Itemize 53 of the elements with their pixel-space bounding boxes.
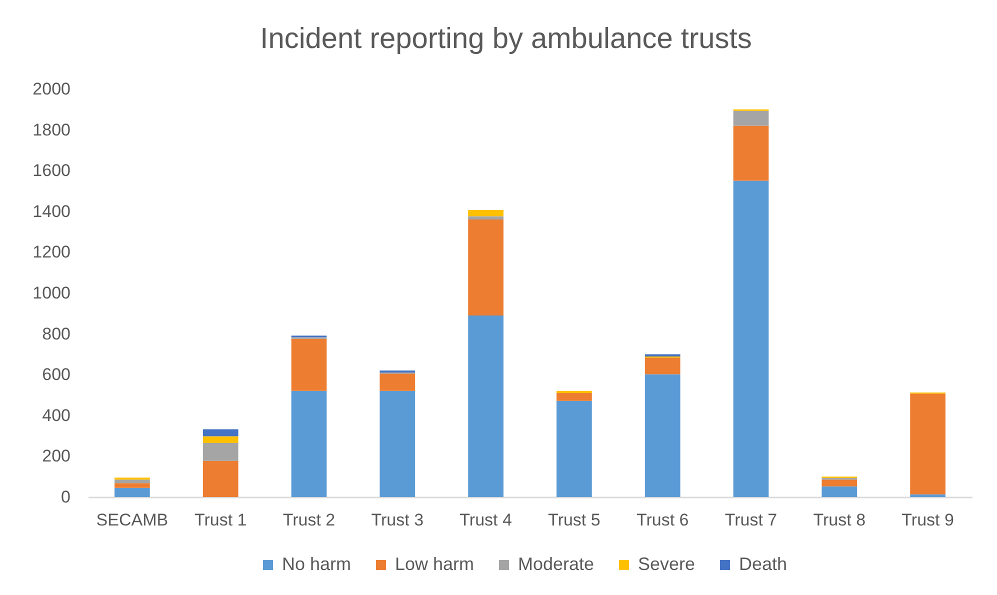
x-tick-label: Trust 6 — [636, 510, 689, 530]
x-tick-label: SECAMB — [96, 510, 168, 530]
bar — [556, 392, 592, 401]
bar — [910, 494, 946, 497]
bar — [556, 400, 592, 497]
bar — [380, 374, 416, 391]
legend-label: No harm — [282, 554, 352, 574]
bar — [822, 480, 858, 486]
legend-label: Low harm — [395, 554, 474, 574]
y-tick-label: 1000 — [32, 284, 70, 302]
y-tick-label: 1600 — [32, 161, 70, 180]
x-tick-label: Trust 3 — [371, 510, 424, 530]
legend-label: Death — [739, 554, 788, 574]
x-tick-label: Trust 7 — [724, 510, 778, 530]
bar — [468, 315, 504, 497]
bar — [114, 483, 150, 488]
chart-title: Incident reporting by ambulance trusts — [260, 23, 752, 55]
bar — [114, 480, 150, 484]
bar — [644, 358, 680, 374]
y-tick-label: 1800 — [32, 120, 70, 140]
y-tick-label: 1400 — [32, 202, 70, 221]
y-tick-label: 400 — [42, 406, 70, 425]
bar — [910, 394, 946, 494]
y-tick-label: 600 — [42, 365, 70, 384]
x-tick-label: Trust 1 — [194, 510, 247, 530]
legend-label: Severe — [638, 554, 696, 574]
bar — [822, 486, 858, 497]
bar — [202, 429, 238, 436]
x-tick-label: Trust 5 — [548, 510, 600, 530]
x-tick-label: Trust 2 — [282, 510, 336, 530]
bar — [291, 338, 327, 391]
y-tick-label: 1200 — [32, 242, 70, 262]
y-tick-label: 0 — [61, 488, 70, 506]
bar — [468, 220, 504, 316]
bar — [733, 126, 769, 181]
bar — [202, 436, 238, 443]
bar — [733, 110, 769, 126]
bar — [202, 442, 238, 461]
x-tick-label: Trust 8 — [813, 510, 866, 530]
bar — [380, 390, 416, 497]
bar — [644, 374, 680, 497]
y-tick-label: 200 — [42, 446, 70, 466]
y-tick-label: 800 — [42, 324, 70, 344]
bar — [468, 216, 504, 220]
bar — [114, 488, 150, 497]
x-tick-label: Trust 9 — [902, 510, 954, 530]
x-tick-label: Trust 4 — [460, 510, 512, 530]
legend-label: Moderate — [518, 554, 594, 574]
bar — [733, 180, 769, 497]
y-tick-label: 2000 — [32, 80, 70, 98]
bar — [202, 460, 238, 497]
bar — [468, 210, 504, 216]
bar — [291, 390, 327, 497]
